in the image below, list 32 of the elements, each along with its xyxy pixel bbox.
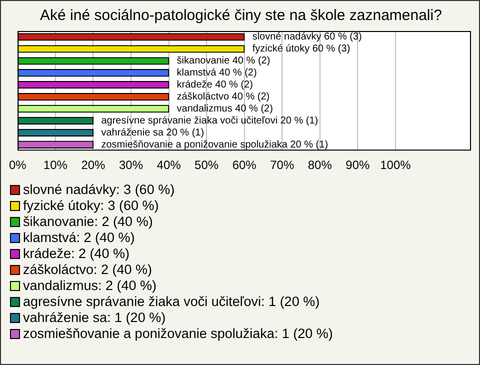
category-label: krádeže 40 % (2) bbox=[176, 80, 253, 91]
category-label: agresívne správanie žiaka voči učiteľovi 20 % (1) bbox=[101, 115, 318, 126]
text: klamstvá: 2 (40 %) bbox=[23, 230, 135, 246]
text: krádeže: 2 (40 %) bbox=[23, 246, 130, 262]
text: slovné nadávky: 3 (60 %) bbox=[23, 182, 175, 198]
text: vahráženie sa: 1 (20 %) bbox=[23, 310, 166, 326]
x-tick-label: 10% bbox=[43, 158, 68, 172]
x-tick-label: 90% bbox=[346, 158, 370, 172]
category-label: vahráženie sa 20 % (1) bbox=[101, 127, 204, 138]
category-label: záškoláctvo 40 % (2) bbox=[176, 92, 270, 103]
x-tick-label: 60% bbox=[232, 158, 257, 172]
x-tick-label: 50% bbox=[194, 158, 219, 172]
category-label: vandalizmus 40 % (2) bbox=[176, 103, 273, 114]
text: zosmiešňovanie a ponižovanie spolužiaka: 1 (20 %) bbox=[23, 326, 333, 342]
x-tick-label: 80% bbox=[308, 158, 332, 172]
x-tick-label: 20% bbox=[81, 158, 106, 172]
x-tick-label: 0% bbox=[9, 158, 27, 172]
text: agresívne správanie žiaka voči učiteľovi: 1 (20 %) bbox=[23, 294, 320, 310]
category-label: klamstvá 40 % (2) bbox=[176, 68, 257, 79]
x-tick-label: 30% bbox=[118, 158, 144, 172]
category-label: fyzické útoky 60 % (3) bbox=[252, 44, 350, 55]
category-label: šikanovanie 40 % (2) bbox=[176, 56, 270, 67]
x-tick-label: 70% bbox=[270, 158, 294, 172]
x-tick-label: 100% bbox=[380, 158, 412, 172]
text: šikanovanie: 2 (40 %) bbox=[23, 214, 153, 230]
text: fyzické útoky: 3 (60 %) bbox=[23, 198, 159, 214]
category-label: slovné nadávky 60 % (3) bbox=[252, 32, 362, 43]
chart-title: Aké iné sociálno-patologické činy ste na škole zaznamenali? bbox=[40, 7, 442, 24]
category-label: zosmiešňovanie a ponižovanie spolužiaka 20 % (1) bbox=[101, 139, 328, 150]
x-tick-label: 40% bbox=[156, 158, 182, 172]
text: záškoláctvo: 2 (40 %) bbox=[23, 262, 152, 278]
text: vandalizmus: 2 (40 %) bbox=[23, 278, 157, 294]
